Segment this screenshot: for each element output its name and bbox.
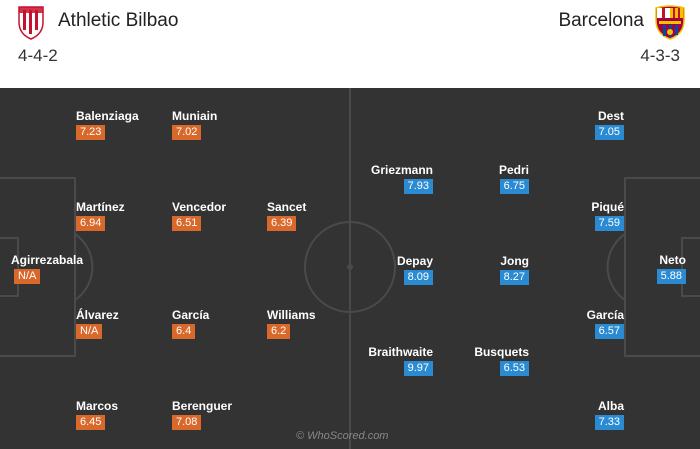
player-rating: 7.23 [76, 125, 106, 140]
player-pique[interactable]: Piqué 7.59 [564, 200, 624, 240]
player-name: Dest [597, 109, 624, 123]
player-rating: 6.4 [172, 324, 196, 339]
player-name: Muniain [172, 109, 218, 123]
player-rating: 6.45 [76, 415, 106, 430]
player-rating: 7.93 [403, 179, 433, 194]
player-rating: 7.05 [594, 125, 624, 140]
player-rating: 6.53 [499, 361, 529, 376]
home-formation: 4-4-2 [18, 46, 58, 65]
player-rating: 6.94 [76, 216, 106, 231]
player-rating: 7.59 [594, 216, 624, 231]
player-dest[interactable]: Dest 7.05 [564, 109, 624, 149]
player-name: Marcos [76, 399, 119, 413]
player-name: Álvarez [76, 308, 119, 322]
player-name: Pedri [498, 163, 529, 177]
home-team-name[interactable]: Athletic Bilbao [58, 10, 179, 31]
player-rating: 9.97 [403, 361, 433, 376]
player-name: Braithwaite [368, 345, 433, 359]
pitch-lines [0, 88, 700, 449]
player-name: Sancet [267, 200, 307, 214]
player-name: García [586, 308, 624, 322]
player-rating: 8.27 [499, 270, 529, 285]
player-rating: 6.39 [267, 216, 297, 231]
player-name: Depay [396, 254, 433, 268]
player-rating: 6.57 [594, 324, 624, 339]
player-rating: 7.33 [594, 415, 624, 430]
player-rating: N/A [76, 324, 103, 339]
player-griezmann[interactable]: Griezmann 7.93 [363, 163, 433, 203]
player-name: Berenguer [172, 399, 233, 413]
player-name: Jong [500, 254, 529, 268]
player-braithwaite[interactable]: Braithwaite 9.97 [363, 345, 433, 385]
player-name: Neto [659, 253, 686, 267]
player-name: Griezmann [370, 163, 433, 177]
player-busquets[interactable]: Busquets 6.53 [469, 345, 529, 385]
player-name: Piqué [591, 200, 624, 214]
barcelona-crest-icon [654, 4, 686, 45]
player-name: Vencedor [172, 200, 227, 214]
player-rating: 6.51 [172, 216, 202, 231]
player-name: Busquets [474, 345, 529, 359]
player-rating: 7.02 [172, 125, 202, 140]
watermark: © WhoScored.com [296, 430, 389, 442]
player-alba[interactable]: Alba 7.33 [564, 399, 624, 439]
player-rating: 7.08 [172, 415, 202, 430]
player-jong[interactable]: Jong 8.27 [469, 254, 529, 294]
player-rating: 5.88 [656, 269, 686, 284]
away-team-name[interactable]: Barcelona [558, 10, 644, 31]
player-rating: N/A [14, 269, 41, 284]
player-rating: 8.09 [403, 270, 433, 285]
player-name: Williams [267, 308, 316, 322]
player-rating: 6.75 [499, 179, 529, 194]
player-garcia-away[interactable]: García 6.57 [564, 308, 624, 348]
player-pedri[interactable]: Pedri 6.75 [469, 163, 529, 203]
player-name: Agirrezabala [11, 253, 84, 267]
player-name: Martínez [76, 200, 125, 214]
player-name: Alba [597, 399, 624, 413]
player-neto[interactable]: Neto 5.88 [626, 253, 686, 293]
away-formation: 4-3-3 [640, 46, 680, 65]
pitch: Agirrezabala N/A Balenziaga 7.23 Martíne… [0, 88, 700, 449]
player-rating: 6.2 [267, 324, 291, 339]
player-name: Balenziaga [76, 109, 139, 123]
player-depay[interactable]: Depay 8.09 [363, 254, 433, 294]
athletic-bilbao-crest-icon [16, 4, 46, 45]
player-name: García [172, 308, 210, 322]
